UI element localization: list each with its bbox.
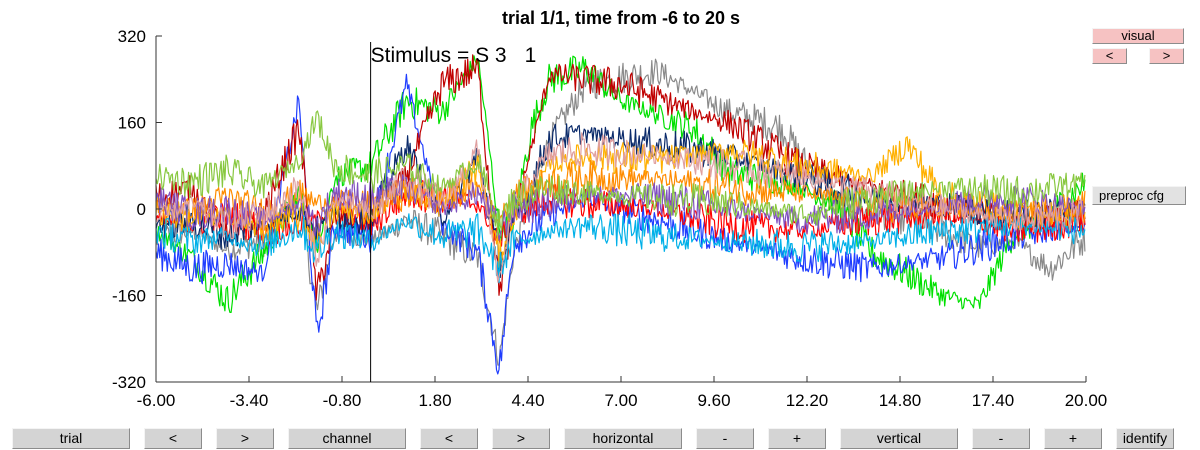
horizontal-button[interactable]: horizontal — [564, 428, 682, 449]
chart-title: trial 1/1, time from -6 to 20 s — [502, 8, 740, 28]
series-line — [155, 174, 1086, 241]
series-line — [155, 123, 1086, 278]
x-tick-label: -3.40 — [230, 391, 269, 410]
stimulus-marker-label: Stimulus = S 3 — [371, 44, 507, 67]
x-tick-label: -0.80 — [323, 391, 362, 410]
x-tick-label: 14.80 — [879, 391, 922, 410]
y-tick-label: 160 — [118, 114, 146, 133]
channel-prev-button[interactable]: < — [420, 428, 478, 449]
stimulus-marker-overprint: 1 — [525, 44, 537, 67]
trial-prev-button[interactable]: < — [144, 428, 202, 449]
vertical-plus-button[interactable]: + — [1044, 428, 1102, 449]
x-tick-label: 1.80 — [418, 391, 451, 410]
series-line — [155, 212, 1086, 284]
horizontal-minus-button[interactable]: - — [696, 428, 754, 449]
horizontal-plus-button[interactable]: + — [768, 428, 826, 449]
x-tick-label: -6.00 — [137, 391, 176, 410]
visual-next-button[interactable]: > — [1149, 48, 1184, 64]
visual-prev-button[interactable]: < — [1092, 48, 1127, 64]
series-line — [155, 110, 1086, 237]
x-tick-label: 4.40 — [511, 391, 544, 410]
identify-button[interactable]: identify — [1116, 428, 1174, 449]
y-tick-label: -320 — [112, 373, 146, 392]
vertical-button[interactable]: vertical — [840, 428, 958, 449]
x-tick-label: 17.40 — [972, 391, 1015, 410]
trial-next-button[interactable]: > — [216, 428, 274, 449]
x-tick-label: 7.00 — [604, 391, 637, 410]
axis-layer: -6.00 -3.40 -0.80 1.80 4.40 7.00 9.60 12.20 14.8… — [112, 27, 1107, 410]
y-tick-label: 0 — [137, 200, 146, 219]
preproc-cfg-button[interactable]: preproc cfg — [1092, 186, 1186, 205]
x-tick-label: 20.00 — [1065, 391, 1108, 410]
channel-next-button[interactable]: > — [492, 428, 550, 449]
y-tick-label: -160 — [112, 287, 146, 306]
vertical-minus-button[interactable]: - — [972, 428, 1030, 449]
y-tick-label: 320 — [118, 27, 146, 46]
series-layer — [155, 54, 1086, 375]
x-tick-label: 9.60 — [697, 391, 730, 410]
x-tick-label: 12.20 — [786, 391, 829, 410]
channel-button[interactable]: channel — [288, 428, 406, 449]
series-line — [155, 132, 1086, 283]
trial-button[interactable]: trial — [12, 428, 130, 449]
visual-button[interactable]: visual — [1092, 28, 1184, 44]
